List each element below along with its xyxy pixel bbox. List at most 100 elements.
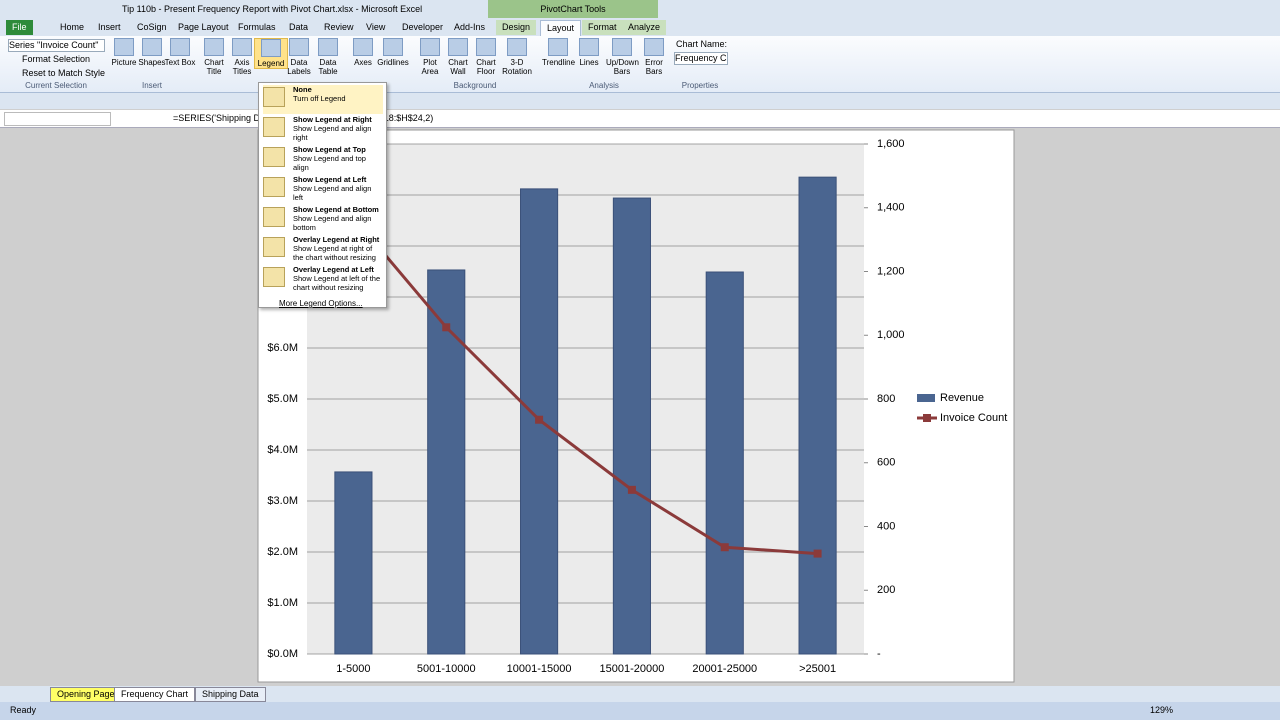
ribbon-tab[interactable]: Home [60, 22, 85, 32]
chart-name-box[interactable]: Frequency Ch [674, 52, 728, 65]
button-icon [232, 38, 252, 56]
button-icon [644, 38, 664, 56]
ribbon-tab[interactable]: View [366, 22, 386, 32]
ribbon-button[interactable]: Data Labels [283, 38, 315, 76]
ribbon-button[interactable]: Chart Wall [442, 38, 474, 76]
title-bar: Tip 110b - Present Frequency Report with… [0, 0, 1280, 18]
ribbon-tab[interactable]: Add-Ins [454, 22, 486, 32]
menu-item[interactable]: None Turn off Legend [263, 85, 383, 114]
menu-item[interactable]: Overlay Legend at Left Show Legend at lef… [263, 265, 383, 294]
group-label: Analysis [589, 81, 619, 90]
y-tick-label: $1.0M [267, 597, 298, 609]
menu-item-title: Show Legend at Bottom [293, 205, 379, 214]
legend-label[interactable]: Invoice Count [940, 412, 1007, 424]
y2-tick-label: 1,400 [877, 202, 905, 214]
y-tick-label: $3.0M [267, 495, 298, 507]
more-legend-options[interactable]: More Legend Options... [279, 299, 363, 308]
menu-item[interactable]: Overlay Legend at Right Show Legend at ri… [263, 235, 383, 264]
ribbon-tab[interactable]: Insert [98, 22, 121, 32]
ribbon-button[interactable]: Lines [573, 38, 605, 67]
group-label: Current Selection [25, 81, 87, 90]
zoom-level[interactable]: 129% [1150, 705, 1174, 715]
window-title: Tip 110b - Present Frequency Report with… [122, 4, 423, 14]
bar[interactable] [427, 269, 466, 655]
menu-item[interactable]: Show Legend at Bottom Show Legend and ali… [263, 205, 383, 234]
button-icon [289, 38, 309, 56]
button-label: Legend [257, 59, 285, 68]
ribbon-button[interactable]: Shapes [136, 38, 168, 67]
button-label: Up/Down Bars [606, 58, 639, 76]
context-tab: PivotChart Tools [488, 0, 658, 18]
menu-item-desc: Turn off Legend [293, 94, 346, 103]
line-marker[interactable] [442, 323, 451, 332]
legend-swatch [923, 414, 931, 422]
button-label: Trendline [542, 58, 576, 67]
menu-item[interactable]: Show Legend at Top Show Legend and top al… [263, 145, 383, 174]
legend-label[interactable]: Revenue [940, 392, 984, 404]
line-marker[interactable] [535, 415, 544, 424]
ribbon-button[interactable]: Data Table [312, 38, 344, 76]
ribbon-tab[interactable]: Design [496, 20, 537, 35]
menu-item-desc: Show Legend and align left [293, 184, 372, 202]
bar[interactable] [705, 271, 744, 655]
ribbon-button[interactable]: Error Bars [638, 38, 670, 76]
menu-item[interactable]: Show Legend at Right Show Legend and alig… [263, 115, 383, 144]
menu-item[interactable]: Show Legend at Left Show Legend and align… [263, 175, 383, 204]
button-icon [548, 38, 568, 56]
ribbon-tab[interactable]: Review [324, 22, 354, 32]
ribbon-button[interactable]: Gridlines [377, 38, 409, 67]
name-box[interactable] [4, 112, 111, 126]
ribbon-button[interactable]: Text Box [164, 38, 196, 67]
line[interactable] [352, 216, 818, 556]
ribbon-button[interactable]: 3-D Rotation [501, 38, 533, 76]
bar[interactable] [798, 176, 837, 655]
line-marker[interactable] [813, 549, 822, 558]
ribbon-tab[interactable]: Analyze [622, 20, 667, 35]
quick-access-toolbar [0, 93, 1280, 109]
bar[interactable] [334, 471, 373, 655]
selection-dropdown[interactable]: Series "Invoice Count" [8, 39, 105, 52]
ribbon-button[interactable]: Chart Title [198, 38, 230, 76]
y-tick-label: $6.0M [267, 342, 298, 354]
formula-bar: =SERIES('Shipping Data'!$F$24,'Shipping … [0, 110, 1280, 128]
menu-item-desc: Show Legend and align right [293, 124, 372, 142]
button-label: Chart Floor [476, 58, 496, 76]
sheet-tab[interactable]: Shipping Data [195, 687, 266, 702]
button-icon [170, 38, 190, 56]
ribbon-button[interactable]: Axis Titles [226, 38, 258, 76]
button-label: 3-D Rotation [502, 58, 532, 76]
y-tick-label: $2.0M [267, 546, 298, 558]
ribbon-tab[interactable]: Developer [402, 22, 444, 32]
reset-style[interactable]: Reset to Match Style [22, 68, 106, 78]
ribbon-button[interactable]: Axes [347, 38, 379, 67]
ribbon-tab[interactable]: CoSign [137, 22, 167, 32]
bar[interactable] [612, 197, 651, 655]
line-marker[interactable] [627, 485, 636, 494]
button-icon [353, 38, 373, 56]
ribbon-tab[interactable]: Format [582, 20, 623, 35]
ribbon-button[interactable]: Chart Floor [470, 38, 502, 76]
ribbon-tab[interactable]: File [6, 20, 33, 35]
ribbon-tab[interactable]: Formulas [238, 22, 276, 32]
ribbon-button[interactable]: Trendline [542, 38, 576, 67]
line-marker[interactable] [720, 543, 729, 552]
menu-item-desc: Show Legend and align bottom [293, 214, 372, 232]
ribbon-button[interactable]: Picture [108, 38, 140, 67]
sheet-tab[interactable]: Frequency Chart [114, 687, 196, 702]
ribbon-button[interactable]: Legend [254, 38, 288, 69]
ribbon-button[interactable]: Plot Area [414, 38, 446, 76]
ribbon-tab[interactable]: Data [289, 22, 309, 32]
legend-swatch [917, 394, 935, 402]
x-tick-label: >25001 [799, 663, 836, 675]
menu-icon [263, 177, 285, 197]
button-icon [448, 38, 468, 56]
ribbon-tab[interactable]: Layout [540, 20, 582, 36]
button-label: Picture [111, 58, 137, 67]
menu-item-title: Overlay Legend at Right [293, 235, 380, 244]
ribbon-tab[interactable]: Page Layout [178, 22, 229, 32]
sheet-tab[interactable]: Opening Page [50, 687, 122, 702]
button-label: Gridlines [377, 58, 409, 67]
menu-item-desc: Show Legend and top align [293, 154, 366, 172]
ribbon-button[interactable]: Up/Down Bars [606, 38, 639, 76]
format-selection[interactable]: Format Selection [22, 54, 91, 64]
